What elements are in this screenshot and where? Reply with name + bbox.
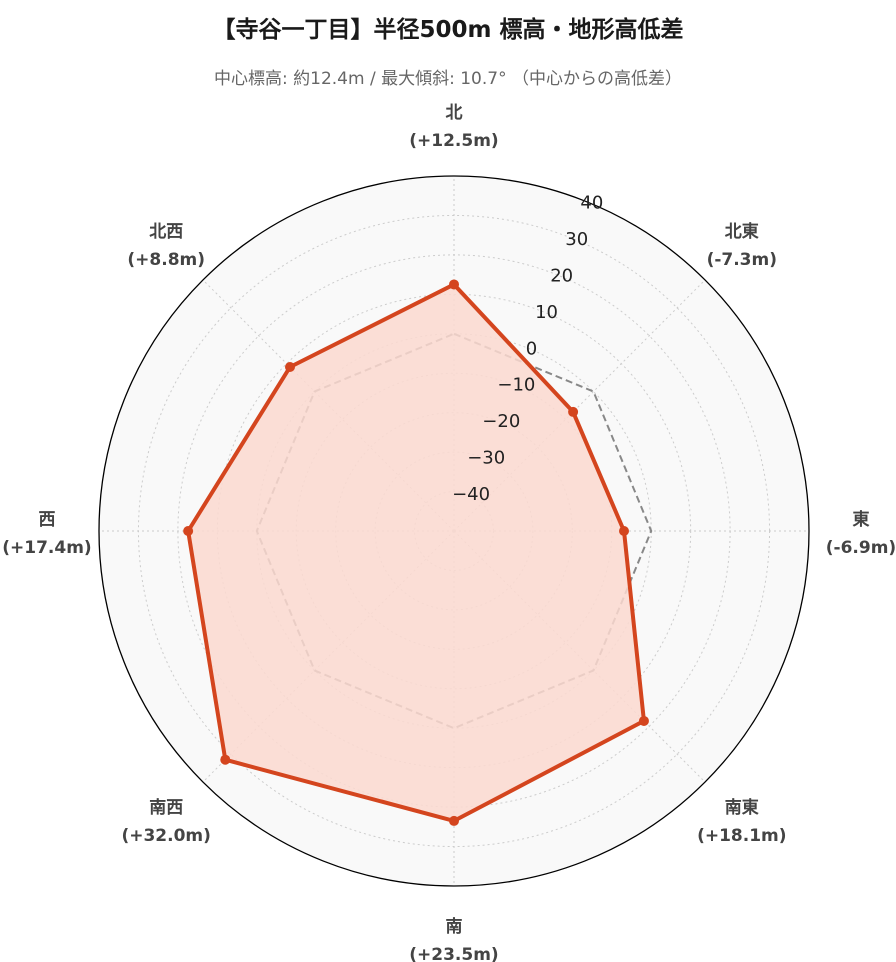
chart-title: 【寺谷一丁目】半径500m 標高・地形高低差 (212, 17, 684, 43)
series-area (188, 284, 644, 821)
r-tick-label: 10 (535, 302, 558, 323)
data-point-8 (284, 361, 295, 372)
chart-subtitle: 中心標高: 約12.4m / 最大傾斜: 10.7° （中心からの高低差） (214, 69, 682, 89)
r-tick-label: 20 (550, 265, 573, 286)
r-tick-label: 0 (526, 338, 537, 359)
direction-value-label: (-6.9m) (826, 538, 896, 558)
plot-frame (98, 175, 810, 887)
r-tick-label: −20 (482, 411, 520, 432)
direction-label: 南西 (149, 797, 183, 818)
direction-value-label: (+32.0m) (121, 826, 210, 846)
data-point-2 (568, 406, 579, 417)
r-tick-label: −40 (452, 484, 490, 505)
direction-label: 東 (853, 509, 870, 530)
data-point-7 (183, 526, 194, 536)
data-point-1 (449, 279, 459, 290)
r-tick-label: 40 (580, 193, 603, 214)
direction-label: 南東 (725, 797, 759, 818)
direction-label: 南 (446, 916, 463, 937)
data-point-6 (220, 754, 231, 765)
r-tick-label: −30 (467, 448, 505, 469)
direction-label: 北東 (725, 221, 759, 242)
direction-value-label: (+8.8m) (127, 250, 205, 270)
data-point-5 (449, 815, 459, 826)
data-point-4 (638, 715, 649, 726)
direction-label: 北 (446, 103, 463, 123)
direction-value-label: (+12.5m) (409, 131, 498, 151)
r-tick-label: 30 (565, 229, 588, 250)
data-point-3 (619, 526, 630, 536)
direction-value-label: (+17.4m) (2, 538, 91, 558)
grid-spoke (453, 530, 706, 783)
direction-label: 北西 (149, 222, 183, 242)
direction-value-label: (+23.5m) (409, 945, 498, 962)
grid-spoke (202, 279, 455, 532)
direction-label: 西 (39, 510, 56, 530)
grid-spoke (453, 279, 706, 532)
direction-value-label: (-7.3m) (707, 250, 777, 270)
r-tick-label: −10 (497, 375, 535, 396)
direction-value-label: (+18.1m) (697, 826, 786, 846)
